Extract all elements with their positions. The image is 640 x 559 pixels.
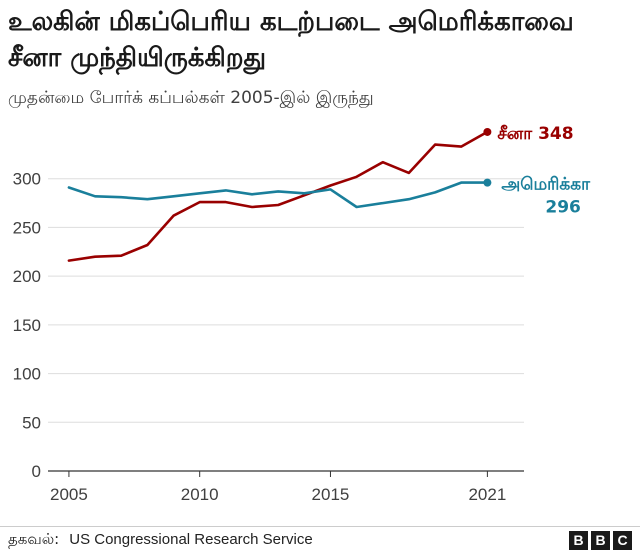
- source-note: தகவல்: US Congressional Research Service: [8, 530, 313, 550]
- line-chart: 0 50 100 150 200 250 300 2005 2010 2015 2021 சீனா…: [13, 124, 592, 504]
- bbc-logo: B B C: [569, 531, 632, 550]
- series-line-2: [67, 181, 489, 209]
- series-label-2-name: அமெரிக்கா: [501, 175, 591, 195]
- y-tick-label-300: 300: [13, 170, 41, 189]
- y-tick-label-100: 100: [13, 365, 41, 384]
- x-tick-label-2015: 2015: [312, 485, 350, 504]
- series-label-2-value: 296: [545, 198, 581, 218]
- series-line-1: [67, 130, 489, 262]
- x-tick-label-2021: 2021: [468, 485, 506, 504]
- source-label: தகவல்:: [8, 530, 60, 548]
- footer-divider: [0, 526, 640, 527]
- y-tick-label-0: 0: [32, 462, 41, 481]
- series-end-marker-2: [483, 178, 492, 187]
- series-end-marker-1: [483, 127, 492, 136]
- y-tick-label-250: 250: [13, 218, 41, 237]
- y-tick-label-50: 50: [22, 413, 41, 432]
- y-tick-label-200: 200: [13, 267, 41, 286]
- logo-letter-3: C: [613, 531, 632, 550]
- source-name: US Congressional Research Service: [69, 531, 313, 548]
- logo-letter-2: B: [591, 531, 610, 550]
- x-tick-label-2005: 2005: [50, 485, 88, 504]
- chart-title: உலகின் மிகப்பெரிய கடற்படை அமெரிக்காவை சீ…: [8, 7, 574, 73]
- series-label-1-both: சீனா 348: [497, 124, 573, 144]
- series-label-layer: சீனா 348 அமெரிக்கா 296: [497, 124, 591, 218]
- logo-letter-1: B: [569, 531, 588, 550]
- grid-layer: 0 50 100 150 200 250 300: [13, 170, 524, 481]
- chart-subtitle: முதன்மை போர்க் கப்பல்கள் 2005-இல் இருந்த…: [8, 88, 374, 108]
- x-tick-label-2010: 2010: [181, 485, 219, 504]
- x-axis: 2005 2010 2015 2021: [50, 471, 506, 504]
- series-layer: [67, 127, 492, 262]
- y-tick-label-150: 150: [13, 316, 41, 335]
